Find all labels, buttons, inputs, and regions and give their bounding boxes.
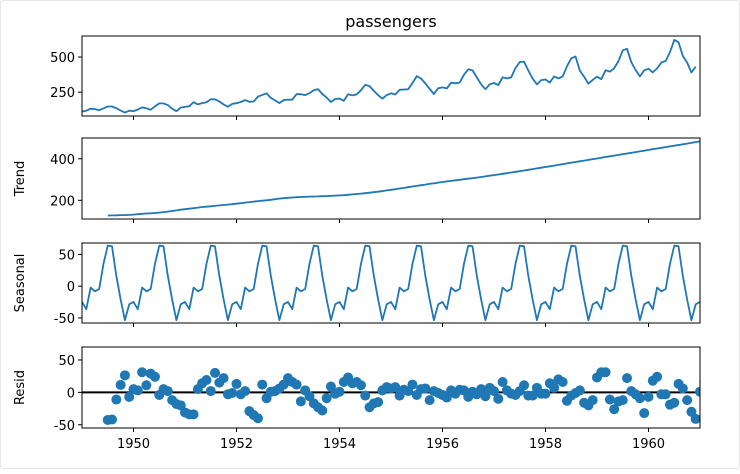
resid-point <box>587 395 598 406</box>
resid-point <box>218 373 229 384</box>
x-tick-label: 1952 <box>220 437 253 452</box>
resid-point <box>557 376 568 387</box>
y-tick-label: 400 <box>50 153 75 168</box>
resid-point <box>549 382 560 393</box>
chart-title: passengers <box>345 12 437 31</box>
resid-point <box>424 395 435 406</box>
resid-point <box>493 393 504 404</box>
series-2 <box>107 140 700 217</box>
resid-point <box>604 394 615 405</box>
x-tick-label: 1954 <box>323 437 356 452</box>
resid-point <box>360 390 371 401</box>
resid-point <box>107 414 118 425</box>
y-tick-label: 500 <box>50 51 75 66</box>
resid-point <box>634 393 645 404</box>
series-3 <box>82 244 700 322</box>
resid-point <box>480 391 491 402</box>
resid-point <box>420 383 431 394</box>
panel-frame <box>81 35 701 117</box>
resid-point <box>407 379 418 390</box>
resid-point <box>240 386 251 397</box>
resid-point <box>119 370 130 381</box>
resid-point <box>227 388 238 399</box>
resid-point <box>149 371 160 382</box>
panel-frame <box>81 137 701 220</box>
resid-point <box>321 393 332 404</box>
resid-point <box>488 386 499 397</box>
resid-point <box>540 388 551 399</box>
y-tick-label: 50 <box>58 248 75 263</box>
resid-point <box>677 383 688 394</box>
resid-point <box>669 397 680 408</box>
y-tick-label: 0 <box>67 280 75 295</box>
resid-point <box>527 390 538 401</box>
resid-point <box>639 408 650 419</box>
y-axis-label: Resid <box>13 370 28 405</box>
resid-point <box>519 380 530 391</box>
resid-point <box>137 367 148 378</box>
y-tick-label: 0 <box>67 386 75 401</box>
resid-point <box>188 409 199 420</box>
resid-point <box>115 379 126 390</box>
resid-point <box>609 404 620 415</box>
series-4 <box>82 367 700 425</box>
resid-point <box>695 386 700 397</box>
y-tick-label: 50 <box>58 354 75 369</box>
resid-point <box>231 378 242 389</box>
resid-point <box>295 396 306 407</box>
resid-point <box>141 380 152 391</box>
y-axis-label: Seasonal <box>13 254 28 313</box>
resid-point <box>682 395 693 406</box>
resid-point <box>497 376 508 387</box>
panel-frame <box>81 242 701 324</box>
y-tick-label: -50 <box>54 312 75 327</box>
resid-point <box>643 391 654 402</box>
resid-point <box>660 389 671 400</box>
resid-point <box>317 405 328 416</box>
resid-point <box>291 379 302 390</box>
resid-point <box>334 386 345 397</box>
series-1 <box>82 39 697 114</box>
panel-2: 200 400 Trend <box>13 137 701 223</box>
series-line <box>82 39 697 114</box>
x-tick-label: 1956 <box>426 437 459 452</box>
resid-point <box>257 379 268 390</box>
resid-point <box>132 385 143 396</box>
x-tick-label: 1958 <box>529 437 562 452</box>
panel-4: -50 0 50 Resid <box>13 346 701 434</box>
y-tick-label: 200 <box>50 194 75 209</box>
resid-point <box>652 371 663 382</box>
y-axis-label: Trend <box>13 161 28 198</box>
y-tick-label: -50 <box>54 419 75 434</box>
resid-point <box>205 386 216 397</box>
resid-point <box>622 373 633 384</box>
resid-point <box>690 413 700 424</box>
x-tick-label: 1950 <box>117 437 150 452</box>
x-tick-label: 1960 <box>632 437 665 452</box>
panel-1: 250 500 <box>50 35 701 120</box>
resid-point <box>574 385 585 396</box>
resid-point <box>124 391 135 402</box>
resid-point <box>355 380 366 391</box>
series-line <box>107 140 700 217</box>
resid-point <box>111 394 122 405</box>
resid-point <box>600 367 611 378</box>
resid-point <box>162 386 173 397</box>
panel-3: -50 0 50 Seasonal <box>13 242 701 327</box>
resid-point <box>390 382 401 393</box>
resid-point <box>210 367 221 378</box>
panel-frame <box>81 346 701 429</box>
y-tick-label: 250 <box>50 86 75 101</box>
resid-point <box>201 375 212 386</box>
series-line <box>82 244 700 322</box>
resid-point <box>617 395 628 406</box>
resid-point <box>252 413 263 424</box>
resid-point <box>373 397 384 408</box>
